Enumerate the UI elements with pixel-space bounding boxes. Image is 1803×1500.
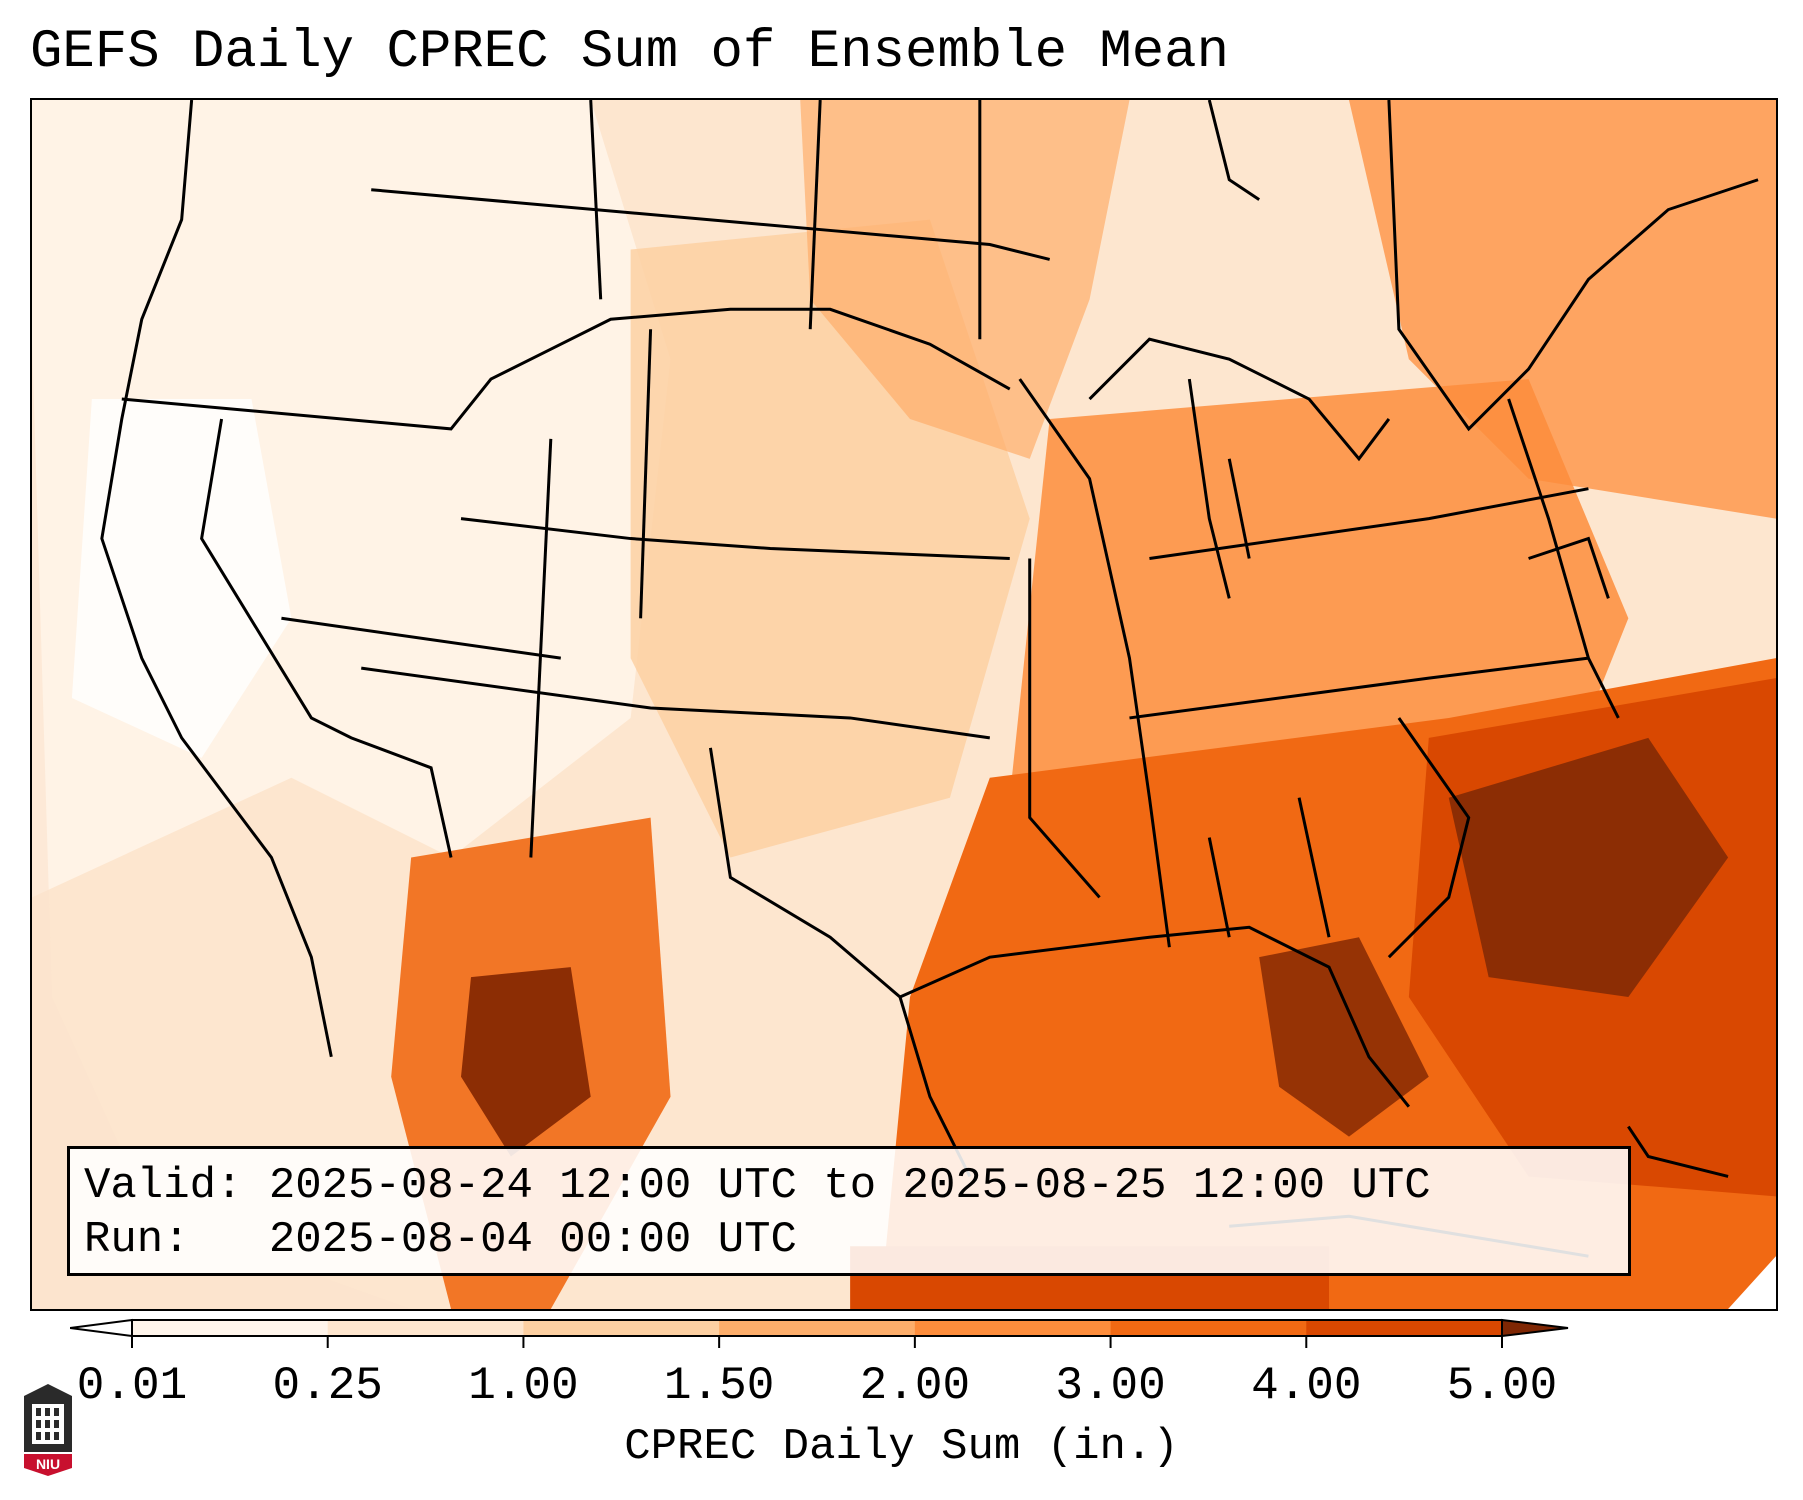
run-line: Run: 2025-08-04 00:00 UTC (84, 1213, 1614, 1267)
map-edge (1728, 1256, 1776, 1309)
map-title: GEFS Daily CPREC Sum of Ensemble Mean (30, 22, 1229, 83)
precipitation-map[interactable] (30, 98, 1778, 1311)
colorbar-over-extension (1501, 1318, 1569, 1338)
coastline-borders (100, 100, 1759, 1258)
precip-northeast-canada (1348, 100, 1776, 519)
precip-mexico-max (461, 967, 591, 1157)
colorbar-segment (1306, 1320, 1503, 1336)
colorbar-tick-label: 3.00 (1055, 1360, 1166, 1412)
colorbar-segment (1110, 1320, 1307, 1336)
run-value: 2025-08-04 00:00 UTC (268, 1215, 797, 1265)
precip-dry-california (71, 399, 292, 758)
colorbar-segment (719, 1320, 916, 1336)
colorbar-tick-label: 5.00 (1446, 1360, 1558, 1412)
colorbar-tick-label: 4.00 (1251, 1360, 1362, 1412)
svg-text:NIU: NIU (36, 1456, 60, 1472)
precip-atlantic-max (1448, 737, 1729, 998)
colorbar-under-extension (70, 1318, 133, 1338)
colorbar-tick-label: 0.25 (272, 1360, 383, 1412)
precip-north-plains (800, 100, 1130, 459)
colorbar-segment (914, 1320, 1112, 1336)
colorbar-segment (327, 1320, 524, 1336)
colorbar-segment (523, 1320, 720, 1336)
colorbar-label: CPREC Daily Sum (in.) (624, 1422, 1179, 1472)
colorbar-tick-label: 2.00 (859, 1360, 971, 1412)
map-canvas (32, 100, 1776, 1309)
run-label: Run: (84, 1215, 190, 1265)
valid-value: 2025-08-24 12:00 UTC to 2025-08-25 12:00… (268, 1161, 1431, 1211)
colorbar-tick-label: 0.01 (76, 1360, 188, 1412)
colorbar-tick-label: 1.00 (468, 1360, 579, 1412)
colorbar-segment (132, 1320, 329, 1336)
valid-line: Valid: 2025-08-24 12:00 UTC to 2025-08-2… (84, 1159, 1614, 1213)
colorbar (70, 1318, 1569, 1348)
valid-label: Valid: (84, 1161, 243, 1211)
precip-florida-max (1259, 937, 1429, 1137)
valid-run-info-box: Valid: 2025-08-24 12:00 UTC to 2025-08-2… (67, 1146, 1631, 1276)
niu-logo: NIU (24, 1384, 72, 1476)
colorbar-tick-label: 1.50 (663, 1360, 775, 1412)
